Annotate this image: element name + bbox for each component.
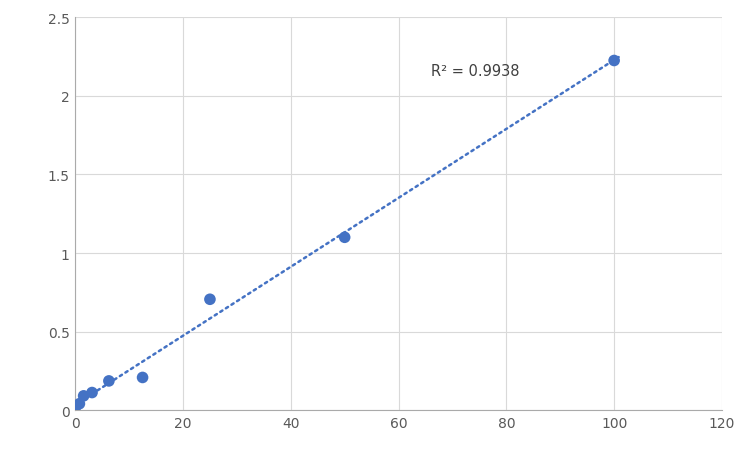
Point bbox=[77, 392, 89, 400]
Point bbox=[338, 234, 350, 241]
Point bbox=[86, 389, 98, 396]
Point bbox=[74, 400, 86, 407]
Point bbox=[204, 296, 216, 303]
Text: R² = 0.9938: R² = 0.9938 bbox=[431, 64, 520, 79]
Point bbox=[69, 404, 81, 411]
Point bbox=[608, 58, 620, 65]
Point bbox=[103, 377, 115, 385]
Point bbox=[137, 374, 149, 381]
